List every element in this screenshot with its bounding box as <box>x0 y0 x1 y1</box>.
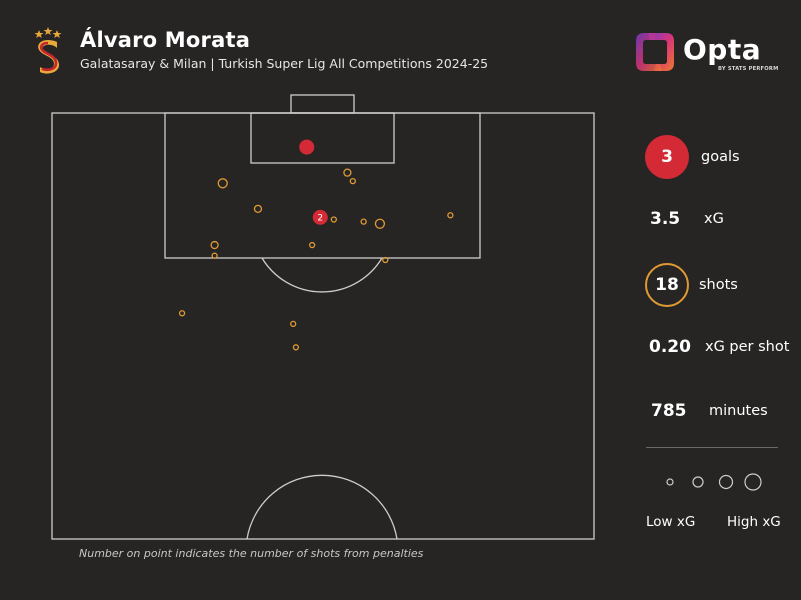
stats-divider <box>646 447 778 448</box>
shot-marker-13 <box>178 310 186 317</box>
six-yard-box <box>250 112 395 164</box>
shot-marker-4 <box>253 204 263 214</box>
shot-marker-12 <box>382 256 389 264</box>
opta-brand-subtitle: BY STATS PERFORM <box>718 66 779 72</box>
shot-marker-10 <box>211 252 218 259</box>
legend-low-xg: Low xG <box>646 514 696 530</box>
shot-marker-6 <box>360 218 367 225</box>
page-subtitle: Galatasaray & Milan | Turkish Super Lig … <box>80 56 489 71</box>
shot-marker-1 <box>217 178 228 189</box>
xg-label: xG <box>704 211 724 227</box>
shot-marker-8 <box>447 212 454 219</box>
goal-marker-2 <box>312 209 328 225</box>
opta-brand-name: Opta <box>683 33 762 66</box>
xg-value: 3.5 <box>650 209 681 229</box>
stat-xg-per-shot: 0.20 xG per shot <box>645 337 789 357</box>
goal <box>290 94 355 114</box>
shot-marker-9 <box>210 240 219 250</box>
goals-label: goals <box>701 149 740 165</box>
legend-circle-m <box>718 474 734 490</box>
shot-marker-7 <box>374 218 386 229</box>
legend-circle-s <box>692 476 704 488</box>
minutes-value: 785 <box>651 401 687 421</box>
shot-marker-14 <box>290 320 297 328</box>
goals-badge: 3 <box>645 135 689 179</box>
opta-logo-icon <box>636 33 674 71</box>
footnote: Number on point indicates the number of … <box>79 547 424 560</box>
shot-marker-2 <box>343 168 352 177</box>
stat-shots: 18 shots <box>645 263 738 307</box>
penalty-arc <box>261 257 383 293</box>
shots-label: shots <box>699 277 738 293</box>
xg-size-legend <box>666 473 762 491</box>
xg-per-shot-value: 0.20 <box>649 337 691 357</box>
goal-marker-label-2: 2 <box>317 214 323 224</box>
stat-goals: 3 goals <box>645 135 740 179</box>
legend-high-xg: High xG <box>727 514 781 530</box>
shot-marker-11 <box>309 241 316 249</box>
stat-minutes: 785 minutes <box>645 401 768 421</box>
shot-marker-3 <box>349 178 356 185</box>
page-title: Álvaro Morata <box>80 28 251 52</box>
shot-markers: 2 <box>178 139 454 351</box>
galatasaray-crest-icon <box>34 27 62 74</box>
pitch-lines <box>51 94 595 540</box>
penalty-area <box>164 112 481 259</box>
shot-marker-5 <box>330 216 337 223</box>
legend-circle-xs <box>666 478 674 486</box>
goal-marker-1 <box>299 139 315 155</box>
xg-per-shot-label: xG per shot <box>705 339 790 355</box>
shots-badge: 18 <box>645 263 689 307</box>
legend-circle-l <box>744 473 762 491</box>
centre-circle-arc <box>246 474 398 540</box>
stat-xg: 3.5 xG <box>645 209 724 229</box>
minutes-label: minutes <box>709 403 768 419</box>
shot-marker-15 <box>292 344 300 351</box>
